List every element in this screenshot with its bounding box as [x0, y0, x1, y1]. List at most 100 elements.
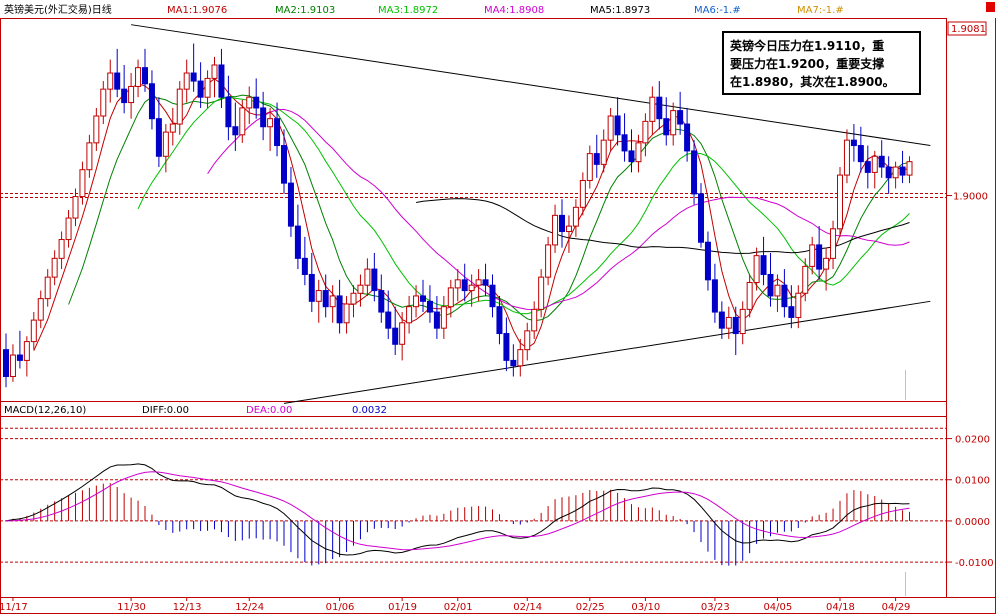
candle-body	[698, 193, 704, 243]
candle-body	[246, 96, 253, 109]
x-axis-label: 12/13	[173, 602, 202, 613]
x-axis-label: 11/30	[117, 602, 146, 613]
candle-body	[72, 196, 79, 219]
ma1-label: MA1:1.9076	[167, 5, 227, 16]
candle-body	[294, 225, 301, 259]
candle-body	[399, 322, 406, 345]
candle-body	[37, 298, 44, 321]
candle-body	[461, 279, 468, 292]
ma4-label: MA4:1.8908	[484, 5, 544, 16]
candle-body	[454, 279, 461, 289]
candle-body	[267, 118, 274, 128]
candle-body	[781, 284, 788, 308]
candle-body	[670, 110, 677, 136]
ma-line-3	[137, 96, 910, 315]
annotation-line-2: 要压力在1.9200，重要支撑	[730, 56, 884, 71]
candle-body	[746, 282, 753, 310]
candle-body	[176, 88, 183, 125]
candle-body	[538, 276, 545, 310]
candle-body	[517, 349, 524, 367]
candle-body	[3, 349, 9, 378]
candle-body	[774, 284, 781, 297]
candle-body	[135, 67, 142, 87]
candle-body	[204, 77, 211, 98]
candle-body	[600, 139, 607, 165]
candle-body	[572, 206, 579, 227]
ma7-label: MA7:-1.#	[797, 5, 844, 16]
candle-body	[86, 142, 93, 171]
candle-body	[830, 228, 837, 259]
candle-body	[753, 255, 760, 284]
candle-body	[809, 244, 816, 267]
candle-body	[440, 306, 447, 329]
annotation-line-1: 英镑今日压力在1.9110，重	[730, 38, 884, 53]
candle-body	[760, 255, 767, 275]
candle-body	[65, 217, 72, 241]
candle-body	[114, 72, 121, 90]
macd-histogram-value: 0.0032	[352, 405, 387, 416]
macd-axis-label: -0.0100	[955, 558, 994, 569]
candle-body	[121, 88, 128, 104]
macd-chart: 0.0200 0.0100 0.0000 -0.0100	[0, 427, 994, 596]
candle-body	[232, 126, 239, 136]
candle-body	[732, 316, 739, 335]
candle-body	[447, 287, 454, 308]
close-button[interactable]	[986, 2, 995, 12]
macd-axis-label: 0.0200	[955, 435, 990, 446]
candle-body	[531, 308, 538, 332]
candle-body	[426, 300, 433, 313]
candle-body	[51, 257, 58, 278]
candle-body	[788, 306, 795, 318]
candle-body	[23, 341, 30, 361]
candle-body	[281, 145, 287, 184]
chart-title: 英镑美元(外汇交易)日线	[4, 3, 112, 16]
x-axis-label: 03/10	[631, 602, 660, 613]
candle-body	[93, 115, 100, 144]
candle-body	[371, 268, 378, 292]
x-axis-label: 02/25	[576, 602, 605, 613]
candle-body	[79, 169, 86, 198]
ma5-label: MA5:1.8973	[590, 5, 650, 16]
candle-body	[44, 276, 51, 300]
candle-body	[343, 303, 350, 324]
price-axis-label: 1.9000	[953, 191, 988, 202]
candle-body	[128, 85, 135, 104]
candle-body	[301, 257, 308, 275]
ma-line-4	[207, 108, 910, 311]
candle-body	[635, 142, 642, 163]
candle-body	[100, 88, 107, 117]
x-axis-label: 04/29	[882, 602, 911, 613]
candle-body	[378, 290, 385, 313]
candle-body	[586, 153, 593, 181]
candle-body	[565, 225, 572, 232]
candle-body	[892, 166, 899, 179]
candle-body	[475, 279, 482, 286]
macd-dea-value: DEA:0.00	[246, 405, 292, 416]
candle-body	[559, 214, 565, 232]
candle-body	[718, 311, 725, 329]
ma3-label: MA3:1.8972	[378, 5, 438, 16]
candle-body	[503, 333, 510, 361]
candle-body	[704, 241, 711, 281]
candle-body	[614, 115, 621, 136]
annotation-box	[722, 31, 921, 95]
candle-body	[524, 330, 531, 351]
candle-body	[663, 118, 670, 136]
candle-body	[225, 96, 232, 128]
candle-body	[287, 182, 294, 227]
candle-body	[364, 268, 371, 286]
candle-body	[433, 311, 440, 329]
candle-body	[843, 139, 850, 176]
candle-body	[725, 316, 732, 329]
candle-body	[816, 244, 823, 270]
macd-axis-label: 0.0100	[955, 476, 990, 487]
candle-body	[308, 273, 315, 302]
last-price-tag	[947, 21, 987, 36]
candle-body	[545, 244, 552, 278]
candle-body	[871, 155, 878, 173]
candle-body	[211, 64, 218, 79]
x-axis-label: 12/24	[235, 602, 264, 613]
x-axis-label: 04/05	[763, 602, 792, 613]
candle-body	[253, 96, 260, 109]
